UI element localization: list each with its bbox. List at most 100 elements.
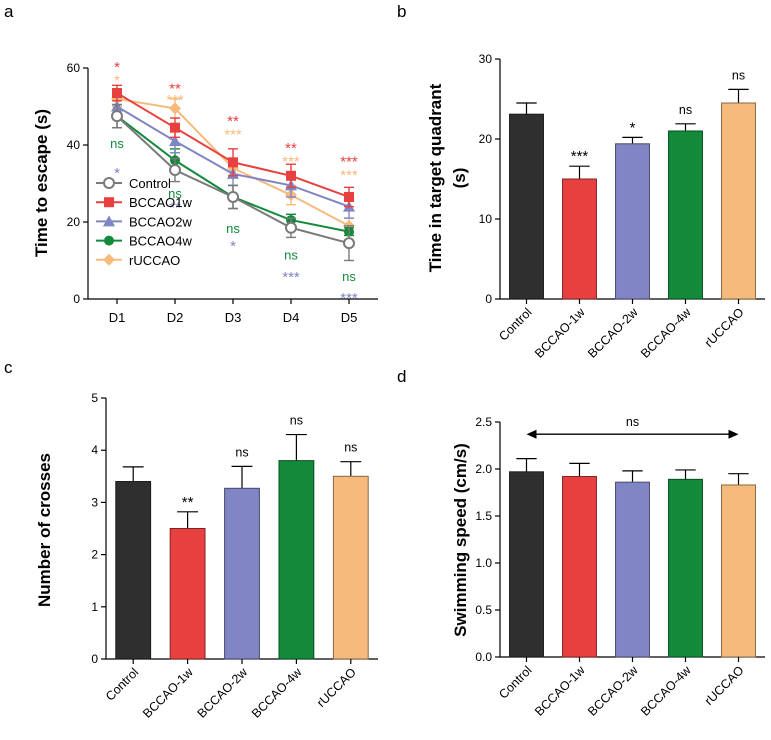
d-y-tick-label: 0.0	[475, 650, 492, 664]
d-y-axis-label-line: Swimming speed (cm/s)	[451, 443, 470, 637]
a-point	[169, 135, 181, 147]
c-x-tick-label: BCCAO-4w	[249, 665, 305, 721]
a-legend-label: BCCAO1w	[129, 195, 192, 210]
b-y-tick-label: 20	[479, 132, 493, 146]
a-significance-label: ns	[342, 269, 356, 284]
c-x-tick-label: BCCAO-1w	[140, 665, 196, 721]
b-bar-rUCCAO	[721, 102, 756, 300]
a-y-tick-label: 60	[67, 61, 81, 75]
d-y-tick-label: 1.5	[475, 509, 492, 523]
d-y-tick-label: 2.5	[475, 415, 492, 429]
a-legend-marker	[104, 197, 114, 208]
a-legend-marker	[103, 253, 115, 266]
d-x-tick-label: rUCCAO	[702, 663, 747, 708]
b-bar-Control	[509, 113, 544, 300]
panel-d-bar-chart: 0.0 0.5 1.0 1.5 2.0 2.5 Swimming speed (cm/s) C…	[451, 415, 765, 719]
a-significance-label: ***	[166, 92, 184, 109]
c-bar-BCCAO-1w	[169, 528, 206, 660]
panel-label-a: a	[4, 2, 14, 21]
c-y-tick-label: 3	[91, 495, 98, 509]
d-y-tick-label: 0.5	[475, 603, 492, 617]
a-legend: Control BCCAO1w BCCAO2w BCCAO4w rUCCAO	[96, 176, 192, 268]
a-significance-label: ***	[224, 127, 242, 144]
a-x-tick-label: D4	[283, 310, 300, 325]
b-y-axis-label-line: (s)	[450, 168, 469, 189]
a-legend-label: BCCAO4w	[129, 234, 192, 249]
a-legend-marker	[103, 215, 115, 227]
d-bar-BCCAO-4w	[668, 478, 703, 658]
b-y-tick-label: 30	[479, 52, 493, 66]
a-significance-label: ns	[226, 221, 240, 236]
a-y-axis-label: Time to escape (s)	[32, 109, 51, 257]
a-significance-label: **	[169, 200, 181, 217]
a-point	[169, 164, 181, 177]
c-significance-label: **	[182, 494, 194, 511]
c-y-tick-label: 4	[91, 443, 98, 457]
b-bar-BCCAO-4w	[668, 130, 703, 300]
c-x-tick-label: rUCCAO	[314, 665, 359, 710]
c-y-axis-label: Number of crosses	[35, 453, 54, 607]
a-significance-label: ns	[284, 248, 298, 263]
b-significance-label: ns	[679, 103, 692, 117]
a-x-tick-label: D3	[225, 310, 242, 325]
d-y-axis-label: Swimming speed (cm/s)	[451, 443, 470, 637]
b-bar-BCCAO-2w	[615, 143, 650, 300]
d-y-tick-label: 2.0	[475, 462, 492, 476]
c-significance-label: ns	[235, 445, 248, 459]
b-y-axis-label-line: Time in target quadrant	[426, 83, 445, 272]
b-significance-label: ns	[732, 68, 745, 82]
b-significance-label: *	[630, 119, 636, 136]
d-range-arrow-head-left	[526, 429, 537, 439]
b-bar-BCCAO-1w	[562, 178, 597, 300]
a-significance-label: ***	[340, 290, 358, 307]
a-point	[169, 102, 181, 115]
panel-b-bar-chart: 0 10 20 30 Time in target quadrant (s) Control…	[426, 52, 765, 361]
a-x-tick-label: D1	[109, 310, 126, 325]
a-point	[344, 191, 354, 202]
a-y-tick-label: 40	[67, 138, 81, 152]
a-y-tick-label: 20	[67, 215, 81, 229]
a-y-axis-label-line: Time to escape (s)	[32, 109, 51, 257]
c-x-tick-label: Control	[103, 665, 141, 703]
a-significance-label: **	[227, 113, 239, 130]
d-bar-Control	[509, 471, 544, 658]
d-bar-BCCAO-2w	[615, 481, 650, 658]
d-x-tick-label: BCCAO-1w	[532, 663, 588, 719]
c-y-tick-label: 1	[91, 600, 98, 614]
c-bar-rUCCAO	[332, 475, 369, 660]
d-bar-BCCAO-1w	[562, 476, 597, 658]
b-x-tick-label: BCCAO-1w	[532, 305, 588, 361]
panel-label-c: c	[4, 358, 13, 377]
c-bar-BCCAO-4w	[278, 460, 315, 660]
b-y-tick-label: 0	[485, 292, 492, 306]
c-bar-Control	[115, 481, 152, 660]
panel-label-b: b	[397, 2, 406, 21]
b-x-tick-label: BCCAO-4w	[638, 305, 694, 361]
c-y-tick-label: 0	[91, 652, 98, 666]
panel-label-d: d	[397, 367, 406, 386]
b-x-tick-label: Control	[496, 305, 534, 343]
d-range-annotation-label: ns	[626, 415, 639, 429]
a-significance-label: *	[230, 238, 236, 255]
a-point	[228, 157, 238, 168]
a-point	[111, 110, 123, 123]
b-x-tick-label: rUCCAO	[702, 305, 747, 350]
a-significance-label: ns	[168, 186, 182, 201]
c-significance-label: ns	[344, 441, 357, 455]
a-significance-label: **	[285, 140, 297, 157]
b-x-tick-label: BCCAO-2w	[585, 305, 641, 361]
d-x-tick-label: BCCAO-4w	[638, 663, 694, 719]
c-y-axis-label-line: Number of crosses	[35, 453, 54, 607]
a-significance-label: ns	[110, 136, 124, 151]
a-significance-label: *	[114, 165, 120, 182]
b-y-axis-label: Time in target quadrant (s)	[426, 83, 469, 272]
c-y-tick-label: 2	[91, 548, 98, 562]
a-point	[227, 190, 239, 203]
a-significance-label: **	[169, 80, 181, 97]
c-bar-BCCAO-2w	[224, 487, 260, 660]
a-significance-label: *	[114, 59, 120, 76]
a-legend-label: BCCAO2w	[129, 214, 192, 229]
b-significance-label: ***	[571, 148, 589, 165]
